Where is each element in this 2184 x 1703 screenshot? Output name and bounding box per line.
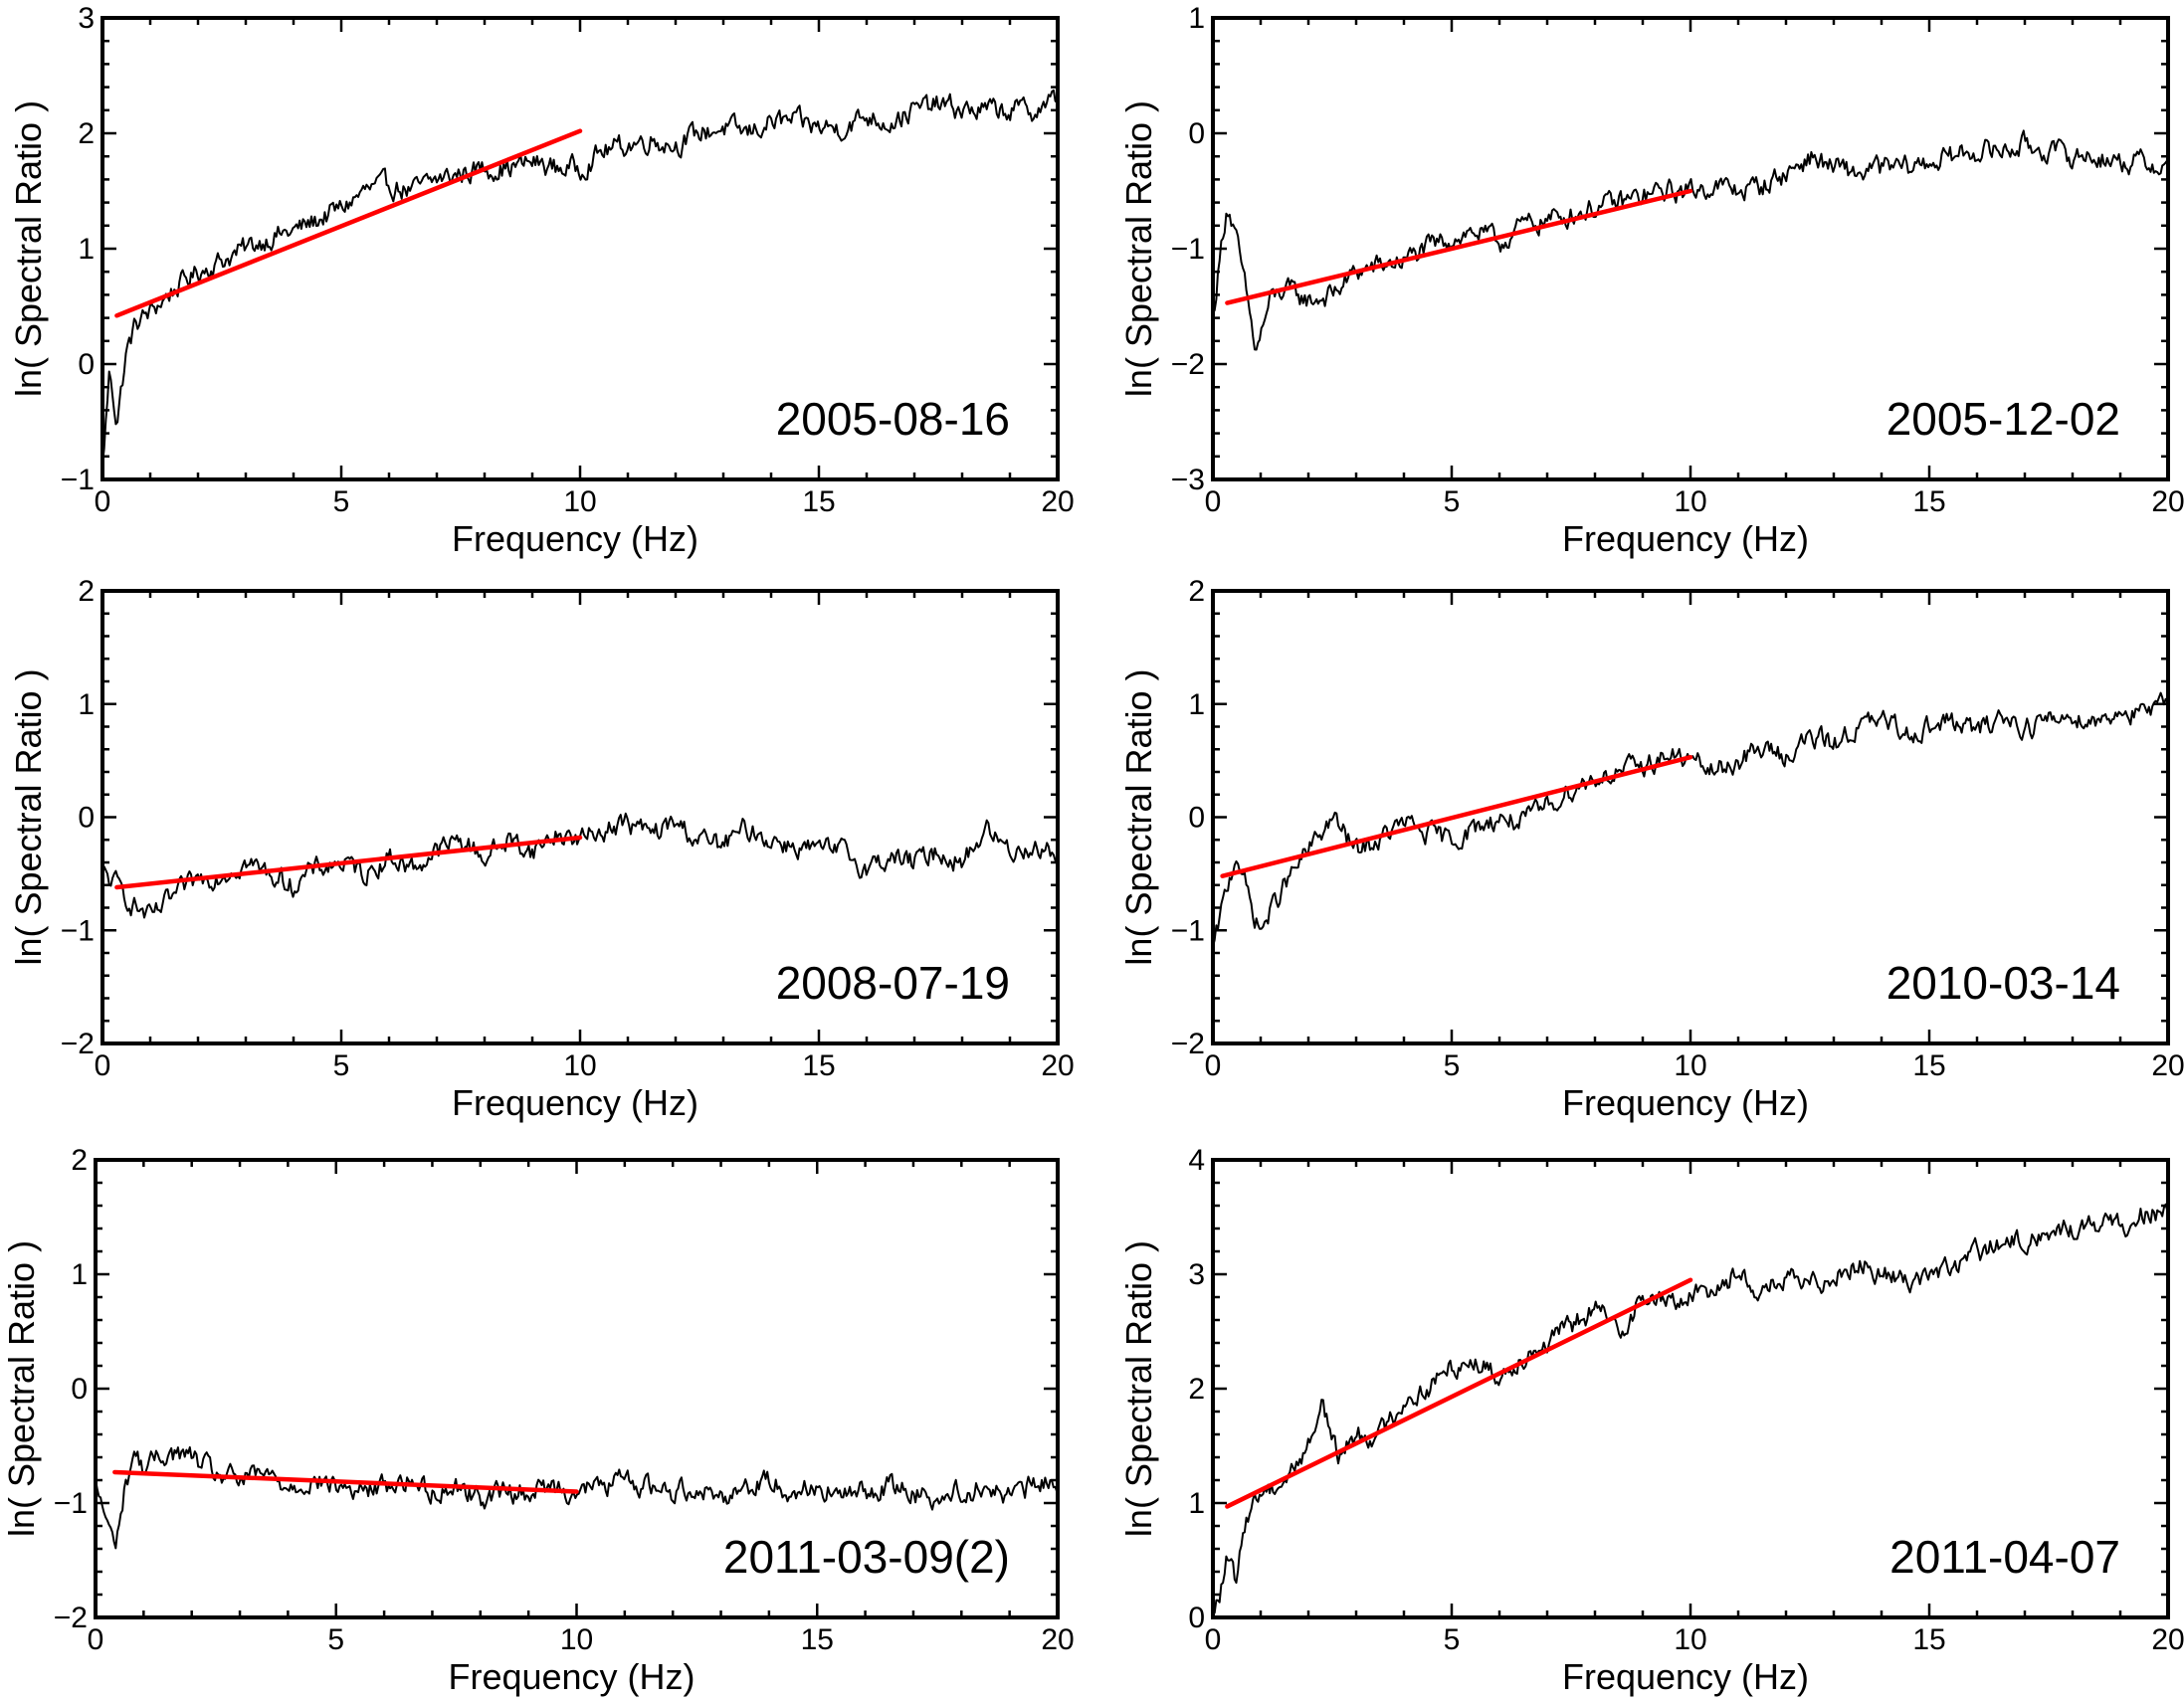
spectral-ratio-line xyxy=(102,89,1058,465)
x-tick-label: 10 xyxy=(560,1623,593,1656)
y-tick-label: −1 xyxy=(54,1487,88,1520)
x-tick-label: 0 xyxy=(1205,485,1222,518)
y-tick-label: 4 xyxy=(1188,1144,1205,1177)
x-tick-label: 20 xyxy=(1041,485,1074,518)
x-tick-label: 0 xyxy=(1205,1623,1222,1656)
y-tick-label: 1 xyxy=(1188,688,1205,721)
x-tick-label: 10 xyxy=(563,485,596,518)
x-tick-label: 5 xyxy=(1444,485,1461,518)
y-tick-label: −1 xyxy=(61,914,95,947)
event-date-label: 2005-08-16 xyxy=(776,393,1010,445)
x-tick-label: 5 xyxy=(327,1623,344,1656)
x-axis-label: Frequency (Hz) xyxy=(452,1082,698,1123)
y-axis-label: ln( Spectral Ratio ) xyxy=(1118,100,1159,397)
linear-fit-line xyxy=(114,128,583,318)
y-tick-label: −2 xyxy=(1171,1028,1205,1060)
y-tick-label: 2 xyxy=(71,1144,88,1177)
x-tick-label: 0 xyxy=(95,1049,111,1082)
x-tick-label: 10 xyxy=(1674,1049,1706,1082)
x-tick-label: 5 xyxy=(333,1049,350,1082)
y-tick-label: 2 xyxy=(78,575,95,608)
x-tick-label: 20 xyxy=(2151,1623,2184,1656)
linear-fit-line xyxy=(114,835,583,890)
y-tick-label: 0 xyxy=(78,348,95,381)
y-tick-label: 0 xyxy=(78,802,95,835)
y-tick-label: 3 xyxy=(78,2,95,35)
x-axis-label: Frequency (Hz) xyxy=(452,518,698,559)
y-axis-label: ln( Spectral Ratio ) xyxy=(8,100,49,397)
y-tick-label: 1 xyxy=(1188,1487,1205,1520)
y-tick-label: 2 xyxy=(1188,1373,1205,1406)
x-tick-label: 20 xyxy=(2151,1049,2184,1082)
event-date-label: 2008-07-19 xyxy=(776,957,1010,1009)
x-tick-label: 0 xyxy=(1205,1049,1222,1082)
linear-fit-line xyxy=(1225,1277,1693,1509)
linear-fit-line xyxy=(1225,188,1693,305)
linear-fit-line xyxy=(1220,754,1693,878)
y-tick-label: −2 xyxy=(61,1028,95,1060)
x-tick-label: 15 xyxy=(802,1049,835,1082)
event-date-label: 2005-12-02 xyxy=(1886,393,2120,445)
x-tick-label: 15 xyxy=(1912,485,1945,518)
y-axis-label: ln( Spectral Ratio ) xyxy=(1118,1240,1159,1537)
x-tick-label: 0 xyxy=(88,1623,104,1656)
x-tick-label: 5 xyxy=(1444,1623,1461,1656)
x-tick-label: 10 xyxy=(1674,1623,1706,1656)
x-tick-label: 0 xyxy=(95,485,111,518)
y-tick-label: 1 xyxy=(78,688,95,721)
x-axis-label: Frequency (Hz) xyxy=(1562,1082,1809,1123)
panel-2005-12-02: 0 5 10 15 20 −3 −2 −1 0 1 Frequency (Hz) ln( Spectr… xyxy=(1118,2,2184,559)
spectral-ratio-line xyxy=(1213,129,2168,351)
y-tick-label: −3 xyxy=(1171,464,1205,496)
x-tick-label: 15 xyxy=(1912,1623,1945,1656)
event-date-label: 2011-03-09(2) xyxy=(723,1531,1010,1583)
y-tick-label: 2 xyxy=(1188,575,1205,608)
event-date-label: 2011-04-07 xyxy=(1889,1531,2120,1583)
linear-fit-line xyxy=(112,1469,579,1494)
y-tick-label: −1 xyxy=(1171,233,1205,266)
y-tick-label: −2 xyxy=(54,1602,88,1634)
y-tick-label: 3 xyxy=(1188,1258,1205,1291)
y-tick-label: −1 xyxy=(61,464,95,496)
panel-2010-03-14: 0 5 10 15 20 −2 −1 0 1 2 Frequency (Hz) ln( Spectra… xyxy=(1118,575,2184,1123)
x-tick-label: 10 xyxy=(1674,485,1706,518)
y-tick-label: 0 xyxy=(1188,802,1205,835)
panel-2011-04-07: 0 5 10 15 20 0 1 2 3 4 Frequency (Hz) ln( Spectral … xyxy=(1118,1144,2184,1697)
spectral-ratio-line xyxy=(1213,1203,2168,1614)
x-tick-label: 20 xyxy=(2151,485,2184,518)
x-axis-label: Frequency (Hz) xyxy=(1562,1656,1809,1697)
x-axis-label: Frequency (Hz) xyxy=(1562,518,1809,559)
y-tick-label: 0 xyxy=(1188,117,1205,150)
panel-2008-07-19: 0 5 10 15 20 −2 −1 0 1 2 Frequency (Hz) ln( Spectra… xyxy=(8,575,1075,1123)
spectral-ratio-line xyxy=(1213,691,2168,948)
x-tick-label: 20 xyxy=(1041,1049,1074,1082)
y-tick-label: 0 xyxy=(71,1373,88,1406)
y-tick-label: −1 xyxy=(1171,914,1205,947)
event-date-label: 2010-03-14 xyxy=(1886,957,2120,1009)
y-axis-label: ln( Spectral Ratio ) xyxy=(8,668,49,965)
x-axis-label: Frequency (Hz) xyxy=(448,1656,695,1697)
y-tick-label: 1 xyxy=(1188,2,1205,35)
y-tick-label: 2 xyxy=(78,117,95,150)
y-tick-label: 0 xyxy=(1188,1602,1205,1634)
panel-2011-03-09(2): 0 5 10 15 20 −2 −1 0 1 2 Frequency (Hz) ln( Spectra… xyxy=(1,1144,1075,1697)
y-axis-label: ln( Spectral Ratio ) xyxy=(1,1240,42,1537)
x-tick-label: 5 xyxy=(333,485,350,518)
x-tick-label: 15 xyxy=(1912,1049,1945,1082)
y-tick-label: 1 xyxy=(71,1258,88,1291)
x-tick-label: 15 xyxy=(802,485,835,518)
spectral-ratio-line xyxy=(96,1445,1058,1550)
y-tick-label: 1 xyxy=(78,233,95,266)
y-tick-label: −2 xyxy=(1171,348,1205,381)
spectral-ratio-line xyxy=(102,812,1058,919)
x-tick-label: 10 xyxy=(563,1049,596,1082)
x-tick-label: 5 xyxy=(1444,1049,1461,1082)
x-tick-label: 20 xyxy=(1041,1623,1074,1656)
y-axis-label: ln( Spectral Ratio ) xyxy=(1118,668,1159,965)
x-tick-label: 15 xyxy=(801,1623,834,1656)
